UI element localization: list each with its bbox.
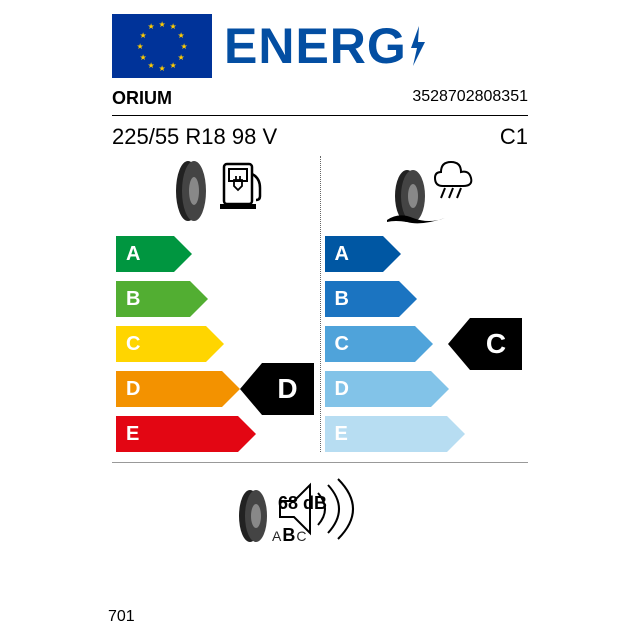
noise-class-b: B [282,525,296,545]
brand-row: ORIUM 3528702808351 [112,88,528,116]
charts-area: ABCDE D [112,156,528,463]
rating-arrow-b: B [325,281,529,317]
fuel-rating-letter: D [277,373,297,405]
fuel-efficiency-chart: ABCDE D [112,156,320,452]
header: ★★★★★★★★★★★★ ENERG [112,14,528,78]
rating-arrow-c: C [116,326,320,362]
rating-arrow-a: A [325,236,529,272]
rating-arrow-a: A [116,236,320,272]
fuel-icon [166,156,266,226]
rating-arrow-d: D [325,371,529,407]
tire-spec: 225/55 R18 98 V [112,124,277,150]
energy-label: ★★★★★★★★★★★★ ENERG ORIUM 3528702808351 2… [112,14,528,551]
fuel-rating-badge: D [262,363,314,415]
wet-rating-badge: C [470,318,522,370]
noise-class-a: A [272,528,282,544]
eu-flag-icon: ★★★★★★★★★★★★ [112,14,212,78]
rating-arrow-e: E [325,416,529,452]
energy-wordmark: ENERG [224,17,427,75]
noise-box: 68 dB ABC [210,471,430,551]
wet-grip-chart: ABCDE C [320,156,529,452]
noise-classes: ABC [272,525,307,546]
noise-value: 68 dB [278,493,327,514]
fuel-arrows: ABCDE [112,236,320,452]
tire-class: C1 [500,124,528,150]
energy-text: ENERG [224,17,407,75]
rain-icon [369,156,479,226]
noise-class-c: C [296,528,307,544]
wet-rating-letter: C [486,328,506,360]
spec-row: 225/55 R18 98 V C1 [112,124,528,150]
barcode-number: 3528702808351 [412,88,528,109]
rating-arrow-b: B [116,281,320,317]
bolt-icon [407,24,427,68]
noise-section: 68 dB ABC [112,471,528,551]
footer-number: 701 [108,608,135,626]
rating-arrow-e: E [116,416,320,452]
brand-name: ORIUM [112,88,172,109]
